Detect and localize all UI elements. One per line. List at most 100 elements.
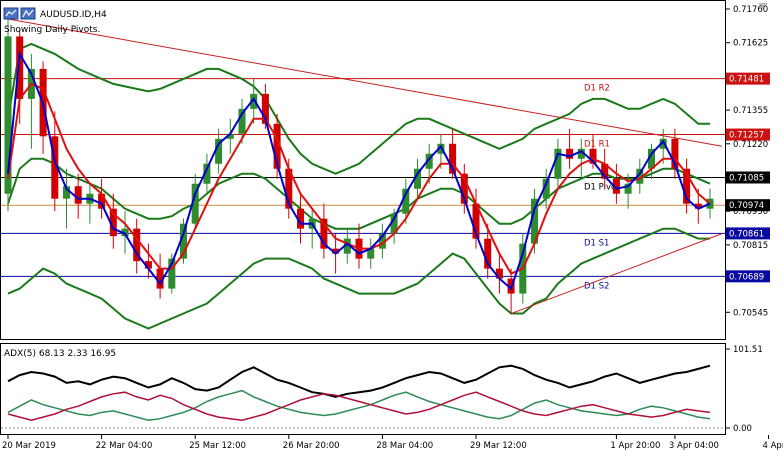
time-tick-label: 4 Apr 12:00 [763, 441, 783, 451]
pivot-badge-s2 [726, 270, 770, 283]
time-tick-label: 29 Mar 12:00 [470, 441, 527, 451]
descending-trendline [7, 18, 723, 147]
time-tick-label: 26 Mar 20:00 [283, 441, 340, 451]
time-tick-label: 28 Mar 04:00 [376, 441, 433, 451]
candle-bearish [74, 186, 82, 204]
adx-plus-di-line [7, 389, 711, 421]
candle-bearish [449, 143, 457, 174]
candle-bullish [390, 213, 398, 234]
current-price-badge [726, 199, 770, 212]
pivot-label-s2: D1 S2 [584, 281, 609, 291]
candle-bearish [51, 136, 59, 199]
candle-bullish [659, 138, 667, 149]
candle-bullish [238, 108, 246, 134]
price-tick-label: 0.70950 [733, 207, 768, 217]
candle-bearish [589, 148, 597, 164]
candle-bearish [144, 261, 152, 269]
adx-label: ADX(5) 68.13 2.33 16.95 [4, 349, 116, 359]
time-tick-label: 3 Apr 04:00 [669, 441, 719, 451]
candle-bearish [109, 208, 117, 237]
candle-bullish [542, 178, 550, 199]
candle-bearish [98, 193, 106, 209]
price-tick-label: 0.71760 [733, 5, 768, 15]
adx-panel-frame [0, 343, 726, 435]
adx-lines [7, 364, 711, 421]
pivot-badge-r1 [726, 128, 770, 141]
candle-bearish [683, 168, 691, 204]
candle-bearish [671, 138, 679, 169]
candle-bullish [121, 228, 129, 237]
candle-bearish [694, 203, 702, 209]
candle-bullish [343, 238, 351, 254]
pivot-label-r2: D1 R2 [584, 84, 610, 94]
pivot-label-p: D1 Pivot [584, 182, 620, 192]
time-axis: 20 Mar 2019 22 Mar 04:00 25 Mar 12:00 26 Ma… [2, 435, 783, 451]
candle-bullish [413, 168, 422, 189]
candle-bearish [320, 218, 328, 249]
candle-bullish [624, 183, 632, 194]
candle-bearish [495, 268, 503, 279]
candle-bullish [402, 188, 410, 214]
candle-bearish [296, 208, 305, 229]
adx-main-line [7, 364, 711, 398]
chart-shift-icon[interactable] [758, 3, 768, 9]
price-tick-label: 0.71355 [733, 106, 768, 116]
candle-bearish [472, 203, 480, 239]
trendlines [7, 18, 723, 315]
candle-bullish [215, 138, 223, 164]
pivot-label-r1: D1 R1 [584, 140, 610, 150]
candle-bearish [460, 173, 468, 204]
candle-bearish [566, 148, 574, 159]
candle-bullish [179, 223, 188, 259]
adx-axis-bottom: 0.00 [733, 424, 752, 434]
pivot-badge-r2 [726, 72, 770, 85]
candle-bullish [647, 148, 656, 169]
candle-bearish [133, 228, 141, 262]
moving-averages [7, 50, 711, 291]
candle-bullish [203, 163, 211, 184]
pivots-subtitle: Showing Daily Pivots. [4, 25, 100, 35]
symbol-header[interactable]: AUDUSD.ID,H4 Showing Daily Pivots. [3, 7, 107, 35]
time-tick-label: 20 Mar 2019 [2, 441, 56, 451]
candle-bearish [156, 268, 164, 289]
price-tick-label: 0.70815 [733, 241, 768, 251]
price-tick-label: 0.71625 [733, 39, 768, 49]
pivot-badge-s1 [726, 227, 770, 240]
adx-minus-di-line [7, 391, 711, 421]
candle-bullish [250, 93, 258, 109]
pivot-badge-text-p: 0.71085 [729, 173, 764, 183]
candle-bullish [437, 143, 445, 154]
pivot-badge-p [726, 171, 770, 184]
candle-bearish [261, 93, 269, 124]
candle-bullish [191, 183, 199, 224]
candle-bearish [484, 238, 492, 269]
candle-bearish [285, 168, 293, 209]
bollinger-upper [7, 42, 710, 175]
price-axis: 0.71760 0.71625 0.71355 0.71220 0.70950 0.708… [725, 5, 768, 318]
pivot-badge-text-s1: 0.70861 [729, 229, 764, 239]
candle-bullish [554, 148, 562, 179]
adx-axis-top: 101.51 [733, 345, 763, 355]
candle-bullish [367, 248, 375, 259]
chart-menu-icon-mark [5, 9, 17, 17]
chart-shift-marker[interactable] [758, 3, 768, 9]
candle-bearish [601, 163, 609, 179]
candle-bearish [16, 36, 24, 99]
pivot-label-s1: D1 S1 [584, 238, 609, 248]
candle-bullish [425, 153, 433, 169]
pivot-price-badges: 0.71481 0.71257 0.71085 0.70861 0.70689 0.709… [726, 72, 770, 283]
candle-bullish [62, 186, 71, 199]
candle-bullish [378, 233, 386, 249]
symbol-title: AUDUSD.ID,H4 [40, 10, 107, 20]
indicator-icon-mark [22, 9, 34, 18]
candle-bearish [273, 123, 281, 169]
bollinger-lower [7, 227, 710, 330]
ascending-trendline [510, 233, 723, 315]
pivot-badge-text-r1: 0.71257 [729, 131, 764, 141]
candle-bullish [530, 198, 539, 244]
time-tick-label: 22 Mar 04:00 [96, 441, 153, 451]
candle-bullish [577, 148, 585, 159]
candle-bullish [168, 258, 176, 289]
time-tick-label: 25 Mar 12:00 [189, 441, 246, 451]
